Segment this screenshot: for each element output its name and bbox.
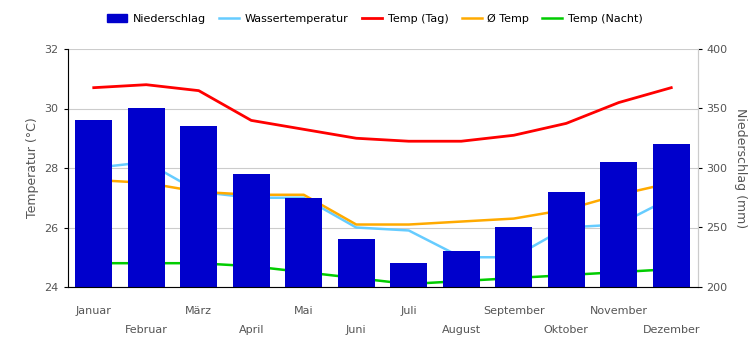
Text: Januar: Januar [76,306,112,316]
Text: Oktober: Oktober [544,325,589,335]
Legend: Niederschlag, Wassertemperatur, Temp (Tag), Ø Temp, Temp (Nacht): Niederschlag, Wassertemperatur, Temp (Ta… [103,9,647,28]
Bar [442,251,480,350]
Text: November: November [590,306,648,316]
Bar [285,198,322,350]
Bar [652,144,690,350]
Bar [75,120,112,350]
Text: April: April [238,325,264,335]
Text: Dezember: Dezember [643,325,700,335]
Text: Juli: Juli [400,306,417,316]
Bar [495,228,532,350]
Bar [232,174,270,350]
Bar [390,263,427,350]
Y-axis label: Niederschlag (mm): Niederschlag (mm) [734,108,747,228]
Bar [548,192,585,350]
Text: Mai: Mai [294,306,314,316]
Text: September: September [483,306,544,316]
Bar [128,108,165,350]
Text: März: März [185,306,212,316]
Bar [338,239,375,350]
Text: Februar: Februar [124,325,168,335]
Y-axis label: Temperatur (°C): Temperatur (°C) [26,118,39,218]
Text: Juni: Juni [346,325,367,335]
Text: August: August [442,325,481,335]
Bar [180,126,218,350]
Bar [600,162,637,350]
